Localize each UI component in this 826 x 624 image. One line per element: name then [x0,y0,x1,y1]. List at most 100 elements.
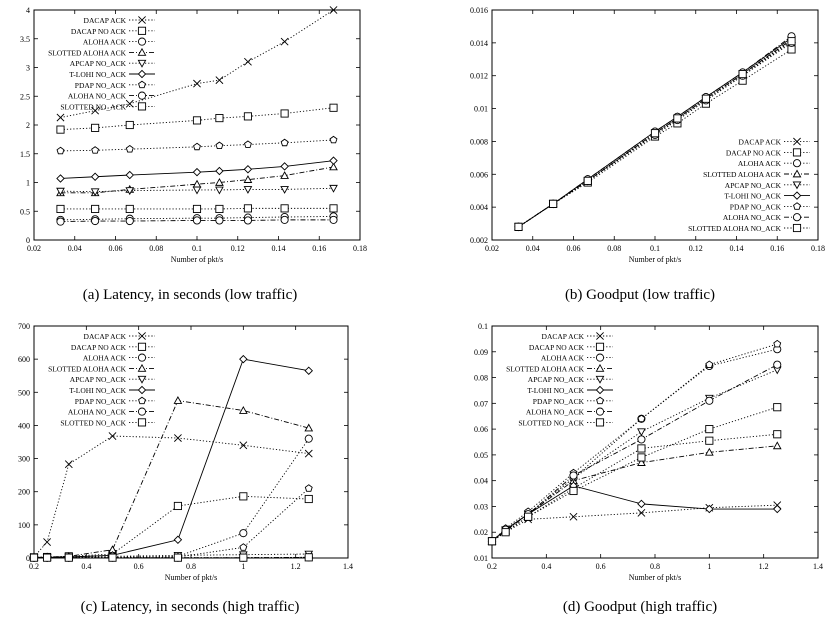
series-line [33,435,309,558]
data-point [243,165,253,174]
data-point [56,125,65,134]
series-line [60,207,334,210]
y-tick-label: 0.02 [474,528,488,537]
data-point [773,339,782,348]
data-point [704,447,714,456]
y-tick-label: 1.5 [20,150,30,159]
data-point [239,492,248,501]
data-point [91,123,100,132]
data-point [705,425,714,434]
legend-label: T-LOHI NO_ACK [724,192,781,201]
chart-panel-b: 0.02 0.04 0.06 0.08 0.1 0.12 0.14 0.16 0.18 0.002… [470,6,825,264]
legend-marker [596,332,604,340]
y-tick-label: 0.09 [474,348,488,357]
data-point [524,512,533,521]
data-point [304,553,313,562]
x-tick-label: 0.2 [29,562,39,571]
data-point [304,449,313,458]
legend-marker [595,353,605,362]
legend-label: APCAP NO_ACK [70,59,127,68]
x-tick-label: 1 [707,562,711,571]
data-point [243,186,253,194]
x-tick-label: 0.4 [81,562,91,571]
y-tick-label: 0.5 [20,207,30,216]
data-point [173,501,182,511]
plot-frame [33,325,349,559]
x-tick-label: 1.4 [343,562,353,571]
data-point [192,116,202,125]
legend-marker [595,363,605,372]
data-point [192,216,202,225]
legend-marker [792,148,802,157]
data-point [773,403,782,412]
data-point [192,167,202,177]
data-point [637,499,646,509]
series-line [33,495,309,558]
legend-marker [137,47,147,56]
data-point [329,6,338,14]
y-tick-label: 300 [18,455,30,464]
legend-label: SLOTTED NO_ACK [60,102,126,111]
data-point [705,504,714,514]
legend-marker [137,418,147,427]
series-6 [56,135,338,155]
y-tick-label: 0.01 [474,105,488,114]
caption-d: (d) Goodput (high traffic) [562,599,718,615]
series-1 [487,430,782,546]
data-point [56,174,65,183]
data-point [244,57,252,66]
legend-label: ALOHA NO_ACK [723,213,782,222]
legend-marker [137,91,147,100]
x-tick-label: 1.2 [759,562,769,571]
legend-label: DACAP NO ACK [726,148,782,157]
legend-label: ALOHA ACK [83,38,127,47]
x-tick-label: 0.12 [231,244,245,253]
data-point [705,436,714,445]
data-point [637,428,646,437]
data-point [280,37,289,46]
data-point [772,441,782,450]
data-point [56,204,65,214]
x-axis-label: Number of pkt/s [629,573,681,582]
y-tick-label: 600 [18,355,30,364]
legend-marker [596,396,604,405]
data-point [91,106,100,115]
y-tick-label: 3 [26,64,30,73]
y-tick-label: 700 [18,322,30,331]
data-point [243,204,252,213]
series-4 [56,184,338,197]
y-tick-label: 0.002 [470,236,488,245]
x-tick-label: 0.06 [109,244,123,253]
legend-label: APCAP NO_ACK [70,375,127,384]
data-point [280,204,289,213]
legend-marker [792,181,802,190]
x-tick-label: 0.1 [650,244,660,253]
x-tick-label: 0.04 [68,244,82,253]
x-axis-label: Number of pkt/s [171,255,223,264]
legend-marker [138,16,146,24]
series-line [518,40,792,228]
data-point [773,430,782,439]
data-point [637,453,646,462]
legend-label: ALOHA ACK [738,159,782,168]
data-point [637,458,646,466]
series-8 [487,403,782,546]
caption-c: (c) Latency, in seconds (high traffic) [80,599,300,615]
legend-label: ALOHA NO_ACK [68,408,127,417]
data-point [192,179,202,188]
data-point [125,144,134,153]
data-point [280,215,289,224]
caption-b: (b) Goodput (low traffic) [564,287,716,303]
data-point [773,360,782,369]
y-tick-label: 0.016 [470,6,488,15]
legend-marker [137,59,147,68]
data-point [787,45,796,54]
series-line [491,369,778,542]
series-0 [56,6,338,122]
data-point [56,113,65,122]
x-tick-label: 0.8 [650,562,660,571]
legend-label: DACAP ACK [739,138,782,147]
legend-label: SLOTTED ALOHA ACK [48,48,127,57]
y-tick-label: 400 [18,421,30,430]
